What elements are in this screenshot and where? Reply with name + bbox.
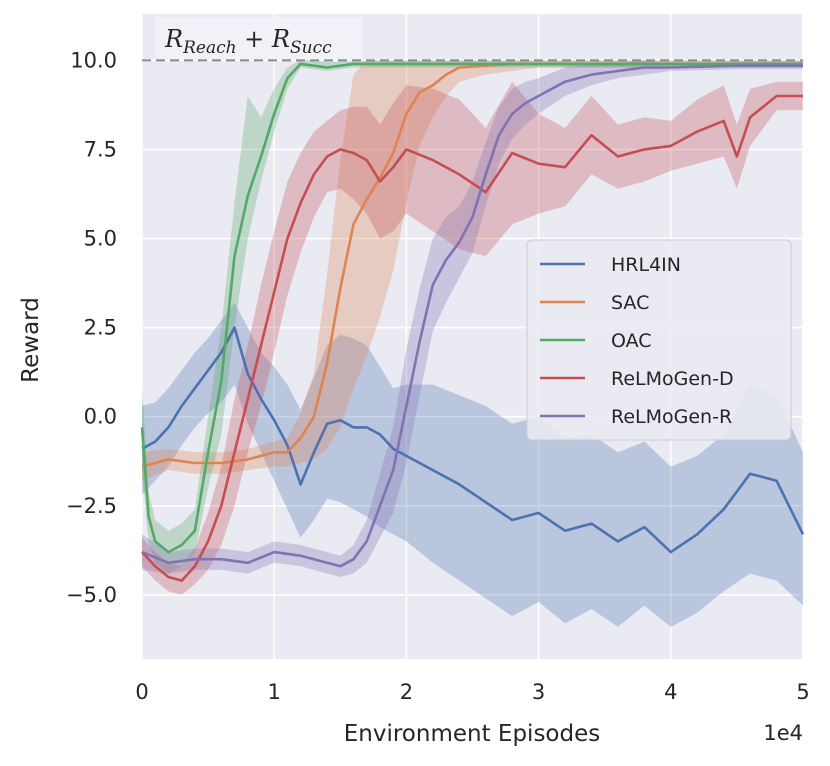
annotation-r1: R	[164, 25, 183, 53]
legend-label-relmogen-r: ReLMoGen-R	[611, 406, 732, 428]
x-tick-label: 1	[268, 680, 281, 704]
annotation-sub-reach: Reach	[182, 38, 236, 58]
legend-label-sac: SAC	[611, 292, 649, 314]
annotation-plus: +	[237, 25, 272, 53]
x-tick-label: 2	[400, 680, 413, 704]
legend-box	[526, 239, 792, 441]
legend-label-relmogen-d: ReLMoGen-D	[611, 368, 734, 390]
y-tick-label: 7.5	[84, 137, 117, 161]
x-axis-offset-label: 1e4	[763, 721, 803, 745]
series-lines	[140, 62, 805, 582]
confidence-bands	[142, 60, 803, 627]
annotation-sub-succ: Succ	[290, 38, 332, 58]
x-tick-label: 0	[135, 680, 148, 704]
legend-label-oac: OAC	[611, 330, 652, 352]
relmogen-r-line	[141, 64, 803, 568]
x-tick-label: 5	[796, 680, 809, 704]
y-tick-label: 0.0	[84, 405, 117, 429]
hrl4in-band	[142, 302, 803, 627]
y-tick-label: 2.5	[84, 316, 117, 340]
y-tick-label: −2.5	[66, 494, 117, 518]
annotation-text: RReach + RSucc	[164, 25, 332, 58]
annotation-r2: R	[271, 25, 290, 53]
relmogen-d-line	[141, 94, 803, 582]
y-tick-label: 10.0	[70, 48, 117, 72]
annotation-box	[155, 17, 363, 59]
x-tick-label: 3	[532, 680, 545, 704]
relmogen-d-band	[142, 81, 803, 595]
y-tick-label: 5.0	[84, 227, 117, 251]
hrl4in-line	[141, 326, 805, 554]
legend-label-hrl4in: HRL4IN	[611, 254, 681, 276]
x-axis-ticks: 0 1 2 3 4 5	[135, 680, 809, 704]
y-tick-label: −5.0	[66, 583, 117, 607]
y-axis-ticks: −5.0 −2.5 0.0 2.5 5.0 7.5 10.0	[66, 48, 117, 607]
legend: HRL4IN SAC OAC ReLMoGen-D ReLMoGen-R	[526, 239, 792, 441]
x-axis-label: Environment Episodes	[344, 721, 600, 747]
y-axis-label: Reward	[18, 297, 44, 383]
oac-line	[140, 62, 803, 554]
x-tick-label: 4	[664, 680, 677, 704]
target-reward-annotation: RReach + RSucc	[155, 17, 363, 59]
